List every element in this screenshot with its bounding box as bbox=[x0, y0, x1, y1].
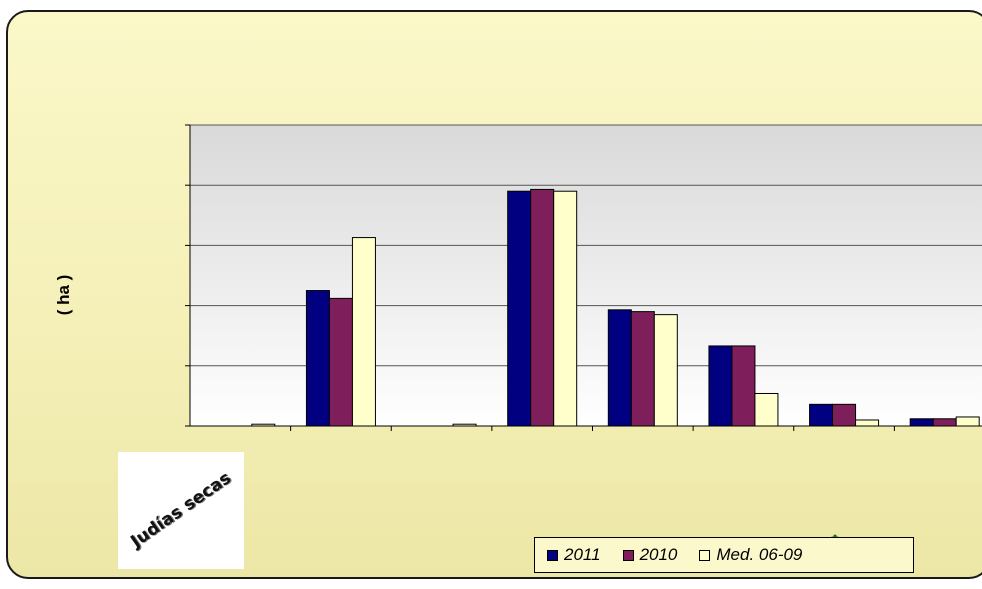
bar bbox=[305, 290, 330, 427]
crop-image-caption: Judías secas bbox=[127, 468, 235, 552]
bar bbox=[553, 190, 578, 427]
bar bbox=[607, 309, 632, 427]
bar bbox=[530, 188, 555, 427]
bar bbox=[507, 190, 532, 427]
bar bbox=[754, 392, 779, 427]
legend-item-2010: 2010 bbox=[622, 545, 678, 565]
bar bbox=[328, 297, 353, 427]
legend-label-2011: 2011 bbox=[564, 545, 601, 564]
chart-legend: 2011 2010 Med. 06-09 bbox=[534, 537, 914, 573]
legend-item-2011: 2011 bbox=[547, 545, 601, 565]
bar bbox=[832, 403, 857, 427]
bars bbox=[251, 188, 980, 427]
bar bbox=[630, 311, 655, 427]
legend-swatch-2011 bbox=[547, 549, 558, 561]
legend-label-2010: 2010 bbox=[639, 545, 678, 564]
bar bbox=[251, 423, 276, 427]
legend-swatch-med bbox=[699, 549, 711, 561]
chart-frame: ( ha ) Judías secas ✿ bbox=[6, 10, 982, 579]
bar bbox=[452, 423, 477, 427]
bar bbox=[932, 418, 957, 427]
bar bbox=[653, 314, 678, 427]
legend-label-med: Med. 06-09 bbox=[716, 545, 803, 564]
bar bbox=[855, 419, 880, 427]
bar bbox=[351, 237, 376, 427]
y-axis-label: ( ha ) bbox=[54, 274, 73, 316]
chart-plot bbox=[185, 124, 982, 431]
bar bbox=[909, 418, 934, 427]
bar bbox=[731, 345, 756, 427]
bar bbox=[955, 416, 980, 427]
legend-swatch-2010 bbox=[622, 549, 634, 561]
bar bbox=[809, 403, 834, 427]
legend-item-med: Med. 06-09 bbox=[699, 545, 802, 565]
crop-photo-icon: Judías secas bbox=[118, 452, 244, 569]
bar bbox=[708, 345, 733, 427]
